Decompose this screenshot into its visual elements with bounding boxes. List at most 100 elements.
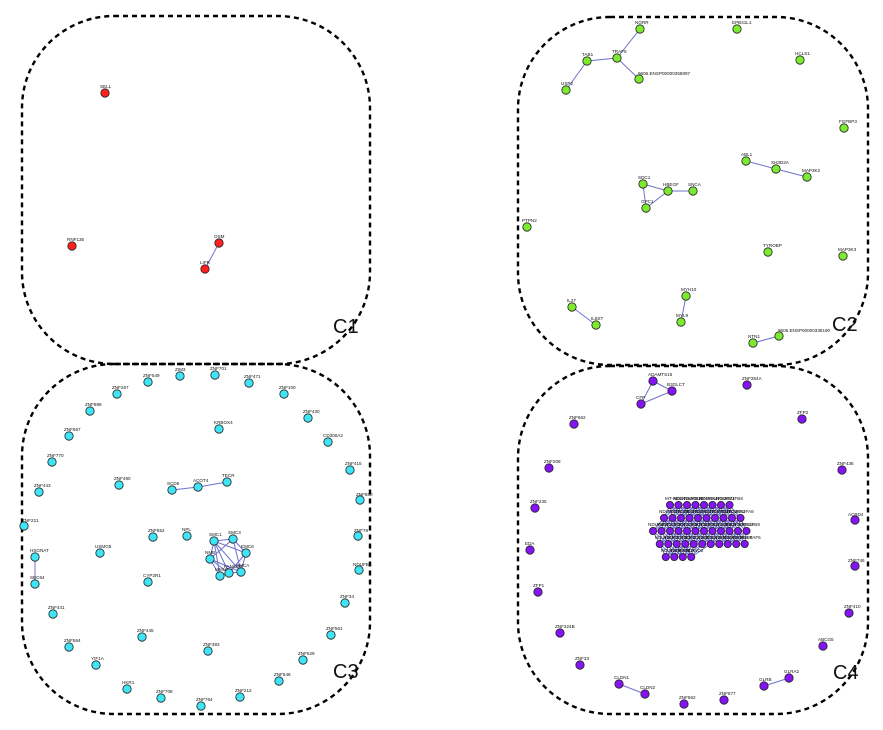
node-label: NTN1 <box>748 334 760 339</box>
node-circle <box>688 186 698 196</box>
node-c3-znf548: ZNF548 <box>274 672 291 686</box>
node-label: EDA <box>525 541 535 546</box>
node-label: ZNF549 <box>143 373 160 378</box>
node-label: SNCA <box>688 182 702 187</box>
node-c4-ndufa10: NDUFA10 <box>708 522 729 536</box>
node-label: ZNF78 <box>354 528 368 533</box>
node-circle <box>771 164 781 174</box>
node-circle <box>694 514 703 523</box>
node-label: NDUFB10 <box>682 496 703 501</box>
node-c4-ndufb9: NDUFB9 <box>742 522 760 536</box>
node-label: ZNF552 <box>148 528 165 533</box>
edge-c2 <box>745 160 777 170</box>
node-circle <box>674 500 683 509</box>
node-circle <box>114 480 124 490</box>
node-c3-hsgnat: HSGNAT <box>30 548 49 562</box>
node-c4-znf746: ZNF746 <box>848 558 865 571</box>
node-circle <box>279 389 289 399</box>
node-circle <box>850 561 860 571</box>
node-circle <box>732 540 741 549</box>
node-c4-glra2: GLRA2 <box>784 669 800 683</box>
node-circle <box>681 540 690 549</box>
node-circle <box>156 693 166 703</box>
node-circle <box>193 482 203 492</box>
node-circle <box>689 540 698 549</box>
edge-c2 <box>586 57 618 62</box>
node-circle <box>228 534 238 544</box>
node-circle <box>774 331 784 341</box>
node-label: NDUFA12 <box>733 522 754 527</box>
node-label: ADAMTS15 <box>648 372 673 377</box>
node-circle <box>345 465 355 475</box>
node-c4-ndufa12: NDUFA12 <box>733 522 754 536</box>
node-circle <box>677 514 686 523</box>
node-circle <box>326 630 336 640</box>
node-circle <box>122 684 132 694</box>
node-c4-ndufb10: NDUFB10 <box>682 496 703 509</box>
node-circle <box>698 540 707 549</box>
node-circle <box>224 568 234 578</box>
node-circle <box>143 377 153 387</box>
node-circle <box>742 527 751 536</box>
node-label: ZIM3 <box>175 367 186 372</box>
node-circle <box>95 548 105 558</box>
node-circle <box>748 338 758 348</box>
node-circle <box>736 514 745 523</box>
node-circle <box>34 487 44 497</box>
node-circle <box>64 642 74 652</box>
node-c4-mt-nd3: MT-ND3 <box>665 496 683 509</box>
cluster-labels: C1 C2 C3 C4 <box>333 314 859 684</box>
node-label: ZNF221 <box>22 518 39 523</box>
node-circle <box>48 609 58 619</box>
node-c2-myl9: MYL9 <box>676 313 688 327</box>
node-c2-ngrr: NGRR <box>635 20 649 34</box>
node-label: USMG5 <box>95 544 112 549</box>
node-label: IL27 <box>567 298 576 303</box>
node-c2-il6st: IL6ST <box>591 316 603 330</box>
node-circle <box>30 552 40 562</box>
node-c4-ndufaf1: NDUFAF1 <box>706 535 727 549</box>
node-circle <box>274 676 284 686</box>
node-c4-ndufv2: NDUFV2 <box>657 522 675 536</box>
node-label: NDUFAF3 <box>723 535 744 540</box>
node-c2-ptpn2: PTPN2 <box>522 218 537 232</box>
node-circle <box>708 527 717 536</box>
cluster-label-c4: C4 <box>833 662 859 684</box>
node-c2-sdc1: SDC1 <box>638 175 651 189</box>
node-c4-ndufa3: NDUFA3 <box>674 522 692 536</box>
node-label: ZNF880 <box>356 492 373 497</box>
node-label: ZFP1 <box>533 583 545 588</box>
node-circle <box>561 85 571 95</box>
node-label: ZNF564 <box>64 638 81 643</box>
node-circle <box>100 88 110 98</box>
node-circle <box>634 74 644 84</box>
edge-c3 <box>209 538 234 560</box>
node-c4-zfp1: ZFP1 <box>533 583 545 597</box>
node-label: NDUFAF5 <box>740 535 761 540</box>
node-c3-nduf86: NDUFB6 <box>353 562 372 575</box>
node-label: ZNF471 <box>244 374 261 379</box>
node-circle <box>30 579 40 589</box>
node-label: USP2 <box>561 81 573 86</box>
node-label: YIF1A <box>91 656 105 661</box>
node-label: ZNF662 <box>569 415 586 420</box>
node-circle <box>544 463 554 473</box>
node-label: NDUFS7 <box>693 509 712 514</box>
node-c3-znf888: ZNF888 <box>85 402 102 416</box>
node-label: ZNF267 <box>112 385 129 390</box>
node-label: SMC3 <box>228 530 241 535</box>
node-circle <box>687 553 696 562</box>
node-c3-usmg5: USMG5 <box>95 544 112 558</box>
node-c4-ndufs3: NDUFS3 <box>659 509 678 523</box>
node-c2-snca: SNCA <box>688 182 702 196</box>
node-label: NDUFA8 <box>736 509 755 514</box>
node-c3-nmb: NMB <box>205 550 215 564</box>
node-label: NDUFB3 <box>685 509 704 514</box>
edge-c2 <box>565 60 588 91</box>
node-label: ZNF354A <box>742 376 763 381</box>
node-label: NDUFA2 <box>727 509 746 514</box>
node-label: FGFBP3 <box>839 119 857 124</box>
node-circle <box>555 628 565 638</box>
node-label: SDC1 <box>638 175 651 180</box>
node-c1-osm: OSM <box>214 234 225 248</box>
